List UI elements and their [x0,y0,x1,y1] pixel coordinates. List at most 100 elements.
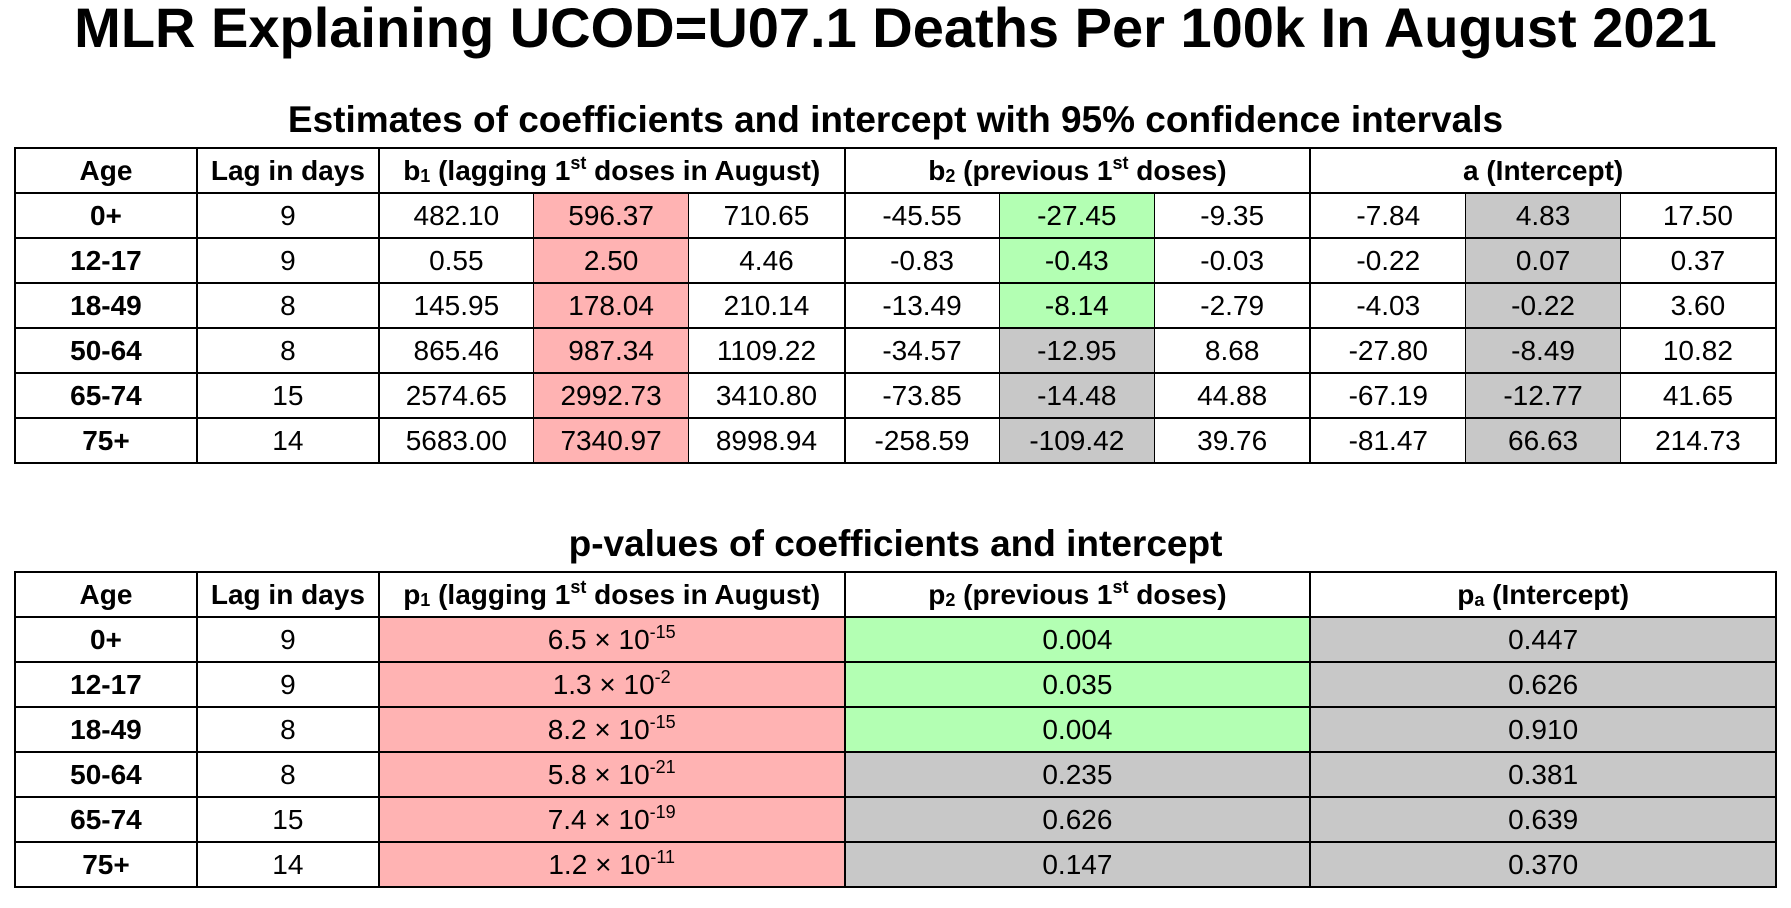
a-upper-cell: 214.73 [1619,417,1777,464]
table-row: 12-17 9 1.3 × 10-2 0.035 0.626 [14,661,1777,708]
age-cell: 65-74 [14,372,198,419]
page-title: MLR Explaining UCOD=U07.1 Deaths Per 100… [74,0,1717,59]
age-cell: 50-64 [14,327,198,374]
p1-exponent: -21 [649,756,676,777]
b1-lower-cell: 482.10 [377,192,534,239]
p1-mantissa: 6.5 × 10 [547,623,650,655]
pa-cell: 0.370 [1309,841,1777,888]
a-lower-cell: -7.84 [1309,192,1467,239]
age-cell: 18-49 [14,282,198,329]
p1-cell: 5.8 × 10-21 [377,751,846,798]
a-estimate-cell: -0.22 [1465,282,1621,329]
a-upper-cell: 3.60 [1619,282,1777,329]
b1-upper-cell: 3410.80 [688,372,846,419]
age-cell: 12-17 [14,237,198,284]
intercept-header: a (Intercept) [1309,147,1777,194]
b1-estimate-cell: 178.04 [532,282,690,329]
b1-estimate-cell: 987.34 [532,327,690,374]
pvalues-table-title: p-values of coefficients and intercept [568,523,1223,564]
b1-header: b1 (lagging 1st doses in August) [377,147,846,194]
b2-estimate-cell: -109.42 [998,417,1156,464]
a-lower-cell: -0.22 [1309,237,1467,284]
a-upper-cell: 0.37 [1619,237,1777,284]
b2-lower-cell: -73.85 [843,372,1000,419]
b2-lower-cell: -13.49 [843,282,1000,329]
lag-cell: 15 [195,796,380,843]
p1-cell: 1.2 × 10-11 [377,841,846,888]
pa-cell: 0.447 [1309,616,1777,663]
b2-header: b2 (previous 1st doses) [843,147,1312,194]
lag-cell: 8 [195,751,380,798]
p1-cell: 7.4 × 10-19 [377,796,846,843]
a-estimate-cell: -12.77 [1465,372,1621,419]
b1-lower-cell: 2574.65 [377,372,534,419]
estimates-header-row: Age Lag in days b1 (lagging 1st doses in… [14,147,1777,194]
p1-exponent: -11 [650,846,676,867]
a-estimate-cell: 0.07 [1465,237,1621,284]
table-row: 75+ 14 1.2 × 10-11 0.147 0.370 [14,841,1777,888]
table-row: 75+ 14 5683.00 7340.97 8998.94 -258.59 -109.42… [14,417,1777,464]
p1-cell: 6.5 × 10-15 [377,616,846,663]
p1-mantissa: 1.3 × 10 [552,668,655,700]
table-row: 50-64 8 865.46 987.34 1109.22 -34.57 -12.95 8.6… [14,327,1777,374]
b1-estimate-cell: 7340.97 [532,417,690,464]
a-upper-cell: 17.50 [1619,192,1777,239]
b1-upper-cell: 710.65 [688,192,846,239]
table-row: 12-17 9 0.55 2.50 4.46 -0.83 -0.43 -0.03 -0.22 0.… [14,237,1777,284]
lag-header: Lag in days [195,571,380,618]
lag-cell: 9 [195,192,380,239]
table-row: 18-49 8 8.2 × 10-15 0.004 0.910 [14,706,1777,753]
b2-estimate-cell: -8.14 [998,282,1156,329]
age-cell: 18-49 [14,706,198,753]
a-upper-cell: 10.82 [1619,327,1777,374]
age-cell: 75+ [14,841,198,888]
p1-header: p1 (lagging 1st doses in August) [377,571,846,618]
a-lower-cell: -4.03 [1309,282,1467,329]
pa-header: pa (Intercept) [1309,571,1777,618]
b1-lower-cell: 865.46 [377,327,534,374]
age-header: Age [14,571,198,618]
b2-upper-cell: 39.76 [1154,417,1312,464]
p1-mantissa: 8.2 × 10 [547,713,650,745]
b1-upper-cell: 1109.22 [688,327,846,374]
age-cell: 0+ [14,192,198,239]
lag-cell: 8 [195,282,380,329]
p1-cell: 8.2 × 10-15 [377,706,846,753]
lag-cell: 9 [195,616,380,663]
b1-lower-cell: 0.55 [377,237,534,284]
b2-lower-cell: -34.57 [843,327,1000,374]
p2-cell: 0.004 [843,616,1312,663]
a-upper-cell: 41.65 [1619,372,1777,419]
table-row: 0+ 9 482.10 596.37 710.65 -45.55 -27.45 -9.35 -7… [14,192,1777,239]
b2-lower-cell: -258.59 [843,417,1000,464]
lag-cell: 14 [195,841,380,888]
b2-upper-cell: -2.79 [1154,282,1312,329]
lag-cell: 14 [195,417,380,464]
p2-cell: 0.626 [843,796,1312,843]
p1-mantissa: 5.8 × 10 [547,758,650,790]
lag-cell: 9 [195,661,380,708]
age-cell: 65-74 [14,796,198,843]
b2-lower-cell: -45.55 [843,192,1000,239]
b2-upper-cell: -0.03 [1154,237,1312,284]
a-lower-cell: -81.47 [1309,417,1467,464]
lag-cell: 8 [195,706,380,753]
a-estimate-cell: 66.63 [1465,417,1621,464]
table-row: 0+ 9 6.5 × 10-15 0.004 0.447 [14,616,1777,663]
b1-upper-cell: 210.14 [688,282,846,329]
table-row: 65-74 15 7.4 × 10-19 0.626 0.639 [14,796,1777,843]
pa-cell: 0.381 [1309,751,1777,798]
p1-exponent: -15 [649,711,676,732]
a-estimate-cell: -8.49 [1465,327,1621,374]
a-estimate-cell: 4.83 [1465,192,1621,239]
b2-estimate-cell: -14.48 [998,372,1156,419]
p1-exponent: -2 [654,666,671,687]
a-lower-cell: -67.19 [1309,372,1467,419]
age-header: Age [14,147,198,194]
b2-estimate-cell: -27.45 [998,192,1156,239]
pa-cell: 0.626 [1309,661,1777,708]
pa-cell: 0.639 [1309,796,1777,843]
b2-upper-cell: -9.35 [1154,192,1312,239]
p2-cell: 0.147 [843,841,1312,888]
b1-lower-cell: 145.95 [377,282,534,329]
